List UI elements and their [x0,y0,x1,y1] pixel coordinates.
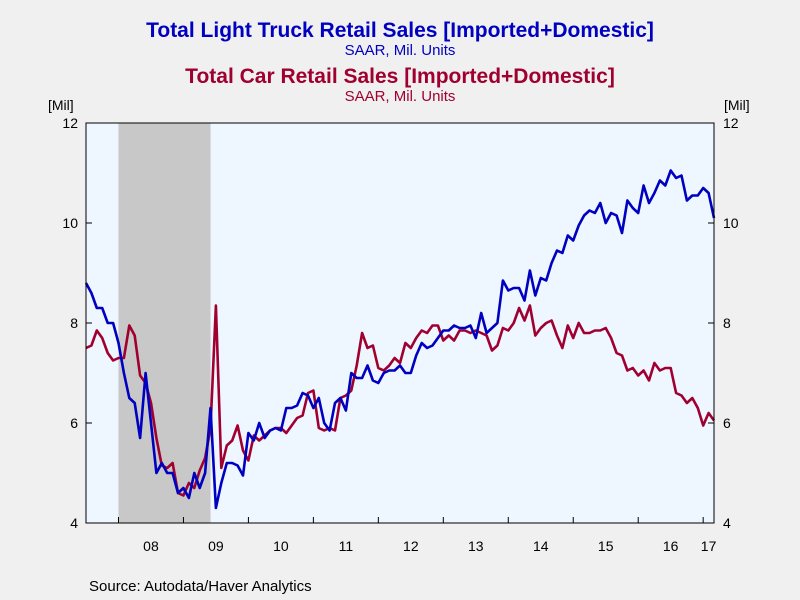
x-tick-label: 13 [468,538,484,554]
right-axis-unit: [Mil] [724,97,750,113]
chart-subtitle: SAAR, Mil. Units [344,42,456,59]
left-axis-unit: [Mil] [48,97,74,113]
x-tick-label: 15 [598,538,614,554]
y-tick-label-left: 4 [70,515,78,531]
x-tick-label: 11 [339,538,354,554]
series-line-truck [84,169,716,510]
x-tick-label: 14 [533,538,549,554]
x-tick-label: 08 [143,538,159,554]
axis-ticks: 4 4 6 6 8 8 10 10 12 12 08 09 10 11 12 13 14 15 16 17 [62,115,738,554]
x-tick-label: 12 [403,538,419,554]
x-tick-label: 17 [701,538,717,554]
y-tick-label-left: 12 [62,115,78,131]
y-tick-label-right: 4 [723,515,731,531]
y-tick-label-left: 8 [70,315,78,331]
chart-subtitle-2: SAAR, Mil. Units [344,88,456,105]
plot-frame [85,122,715,524]
y-tick-label-left: 6 [70,415,78,431]
y-tick-label-right: 12 [723,115,739,131]
y-tick-label-left: 10 [62,215,78,231]
y-tick-label-right: 8 [723,315,731,331]
recession-band [118,123,211,523]
x-tick-label: 16 [663,538,679,554]
chart-title-2: Total Car Retail Sales [Imported+Domesti… [185,65,615,88]
series-layer [84,169,716,510]
x-tick-label: 10 [273,538,289,554]
y-tick-label-right: 6 [723,415,731,431]
chart-title: Total Light Truck Retail Sales [Imported… [146,19,654,42]
source-note: Source: Autodata/Haver Analytics [89,578,312,595]
y-tick-label-right: 10 [723,215,739,231]
x-tick-label: 09 [208,538,224,554]
